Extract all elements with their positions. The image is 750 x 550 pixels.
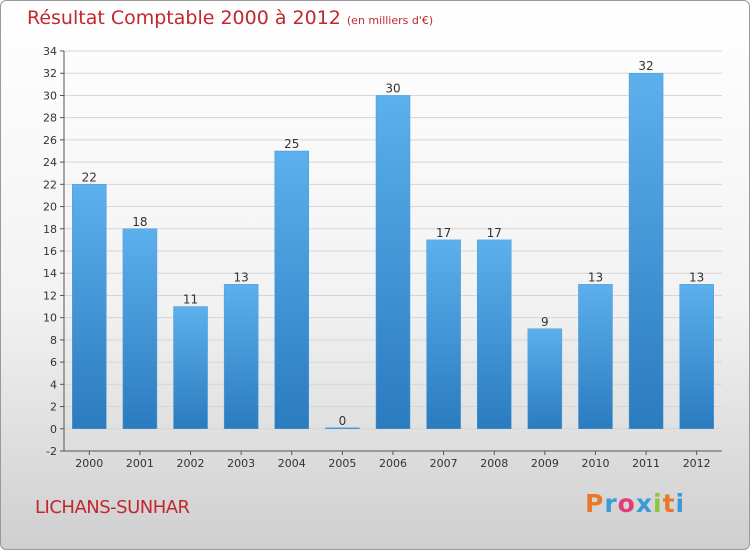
- bar-2001: [122, 228, 158, 430]
- y-tick-label: -2: [46, 445, 57, 458]
- data-label-2010: 13: [588, 270, 603, 284]
- y-tick-label: 4: [50, 378, 57, 391]
- logo-letter: t: [662, 489, 676, 518]
- logo-letter: r: [604, 489, 618, 518]
- y-tick-label: 8: [50, 334, 57, 347]
- x-tick-label: 2002: [177, 457, 205, 470]
- y-tick-label: 16: [43, 245, 57, 258]
- chart-subtitle: (en milliers d'€): [346, 14, 434, 27]
- data-label-2001: 18: [132, 215, 147, 229]
- y-tick-label: 32: [43, 67, 57, 80]
- data-labels: 22 18 11 13 25 0 30 17 17 9 13 32 13: [82, 59, 705, 428]
- x-tick-label: 2000: [75, 457, 103, 470]
- y-tick-label: 2: [50, 401, 57, 414]
- bar-2008: [476, 239, 512, 430]
- y-tick-label: 24: [43, 156, 57, 169]
- x-tick-label: 2010: [581, 457, 609, 470]
- data-label-2006: 30: [385, 81, 400, 95]
- bar-2003: [223, 284, 259, 430]
- chart-title: Résultat Comptable 2000 à 2012 (en millie…: [27, 7, 433, 29]
- bar-2004: [274, 150, 310, 430]
- commune-name: LICHANS-SUNHAR: [35, 497, 190, 518]
- data-label-2003: 13: [234, 270, 249, 284]
- logo-letter: o: [617, 489, 636, 518]
- proxiti-logo: Proxiti: [585, 489, 685, 518]
- y-tick-label: 6: [50, 356, 57, 369]
- y-tick-label: 18: [43, 223, 57, 236]
- bar-2011: [628, 72, 664, 430]
- logo-letter: i: [675, 489, 686, 518]
- data-label-2009: 9: [541, 315, 549, 329]
- y-tick-label: 0: [50, 423, 57, 436]
- data-label-2007: 17: [436, 226, 451, 240]
- y-tick-label: 26: [43, 134, 57, 147]
- x-tick-label: 2004: [278, 457, 306, 470]
- bar-2000: [72, 184, 107, 430]
- data-label-2011: 32: [638, 59, 653, 73]
- bar-2007: [426, 239, 461, 430]
- data-label-2012: 13: [689, 270, 704, 284]
- x-tick-label: 2012: [683, 457, 711, 470]
- y-tick-label: 14: [43, 267, 57, 280]
- data-label-2004: 25: [284, 137, 299, 151]
- x-tick-label: 2008: [480, 457, 508, 470]
- y-tick-label: 28: [43, 112, 57, 125]
- x-tick-label: 2005: [328, 457, 356, 470]
- title-text: Résultat Comptable 2000 à 2012: [27, 7, 341, 29]
- x-tick-label: 2006: [379, 457, 407, 470]
- y-tick-label: 22: [43, 178, 57, 191]
- y-tick-label: 34: [43, 45, 57, 58]
- bar-2010: [578, 284, 613, 430]
- data-label-2005: 0: [339, 414, 347, 428]
- x-tick-label: 2003: [227, 457, 255, 470]
- y-tick-label: 30: [43, 89, 57, 102]
- logo-letter: x: [635, 489, 653, 518]
- bars: [72, 72, 714, 430]
- bar-2002: [173, 306, 208, 430]
- x-tick-label: 2007: [430, 457, 458, 470]
- bar-2012: [679, 284, 714, 430]
- bar-2006: [375, 95, 411, 430]
- x-tick-label: 2011: [632, 457, 660, 470]
- data-label-2008: 17: [487, 226, 502, 240]
- y-tick-label: 10: [43, 312, 57, 325]
- bar-2005: [325, 427, 360, 430]
- logo-letter: i: [653, 489, 663, 518]
- logo-letter: P: [585, 489, 605, 518]
- data-label-2002: 11: [183, 293, 198, 307]
- y-tick-label: 20: [43, 201, 57, 214]
- y-tick-label: 12: [43, 289, 57, 302]
- x-tick-label: 2001: [126, 457, 154, 470]
- x-tick-label: 2009: [531, 457, 559, 470]
- data-label-2000: 22: [82, 170, 97, 184]
- bar-2009: [527, 328, 563, 430]
